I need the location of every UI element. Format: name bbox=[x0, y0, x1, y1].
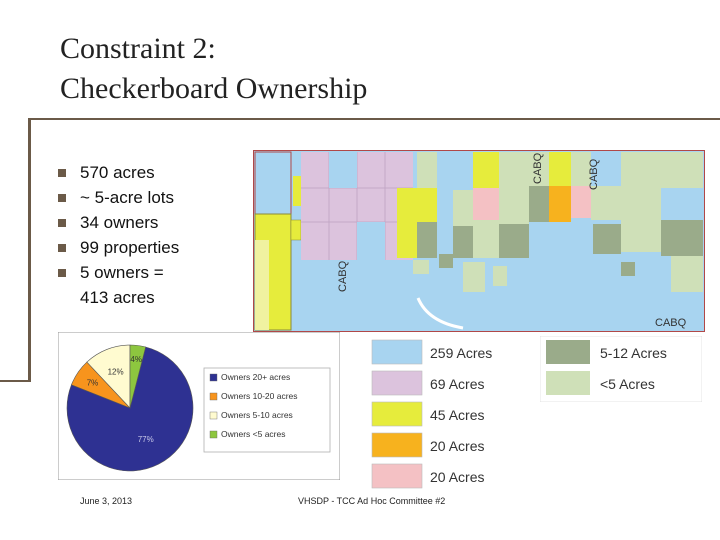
parcel bbox=[293, 176, 301, 206]
parcel bbox=[453, 190, 473, 226]
parcel bbox=[473, 188, 499, 220]
parcel bbox=[417, 188, 437, 222]
bullet-lots: ~ 5-acre lots bbox=[56, 185, 179, 210]
legend-label: 69 Acres bbox=[430, 376, 484, 392]
legend-swatch bbox=[371, 463, 423, 489]
pie-slice bbox=[129, 344, 147, 409]
bullet-acres: 570 acres bbox=[56, 160, 179, 185]
legend-swatch bbox=[371, 339, 423, 365]
parcel bbox=[397, 188, 417, 258]
pie-data-label: 77% bbox=[138, 435, 154, 444]
map-label-cabq: CABQ bbox=[337, 260, 349, 292]
pie-legend-items: Owners 20+ acres Owners 10-20 acres Owners… bbox=[209, 372, 298, 439]
pie-legend-label: Owners <5 acres bbox=[221, 429, 286, 439]
pie-slices bbox=[66, 344, 194, 472]
parcel bbox=[529, 152, 549, 186]
map-label-cabq: CABQ bbox=[588, 158, 600, 190]
acreage-legend: 259 Acres 69 Acres 45 Acres 20 Acres 20 Acre… bbox=[371, 339, 492, 489]
pie-legend-label: Owners 20+ acres bbox=[221, 372, 290, 382]
pie-legend-label: Owners 5-10 acres bbox=[221, 410, 293, 420]
pie-data-label: 7% bbox=[87, 379, 99, 388]
legend-label: 20 Acres bbox=[430, 438, 484, 454]
parcel bbox=[549, 152, 571, 186]
legend-swatch bbox=[546, 371, 590, 395]
legend-swatch bbox=[371, 401, 423, 427]
parcel bbox=[591, 186, 621, 220]
parcel bbox=[417, 222, 437, 258]
pie-legend-swatch bbox=[209, 411, 218, 420]
chart-legend bbox=[203, 367, 331, 453]
pie-legend-swatch bbox=[209, 373, 218, 382]
ownership-map: CABQ CABQ CABQ CABQ bbox=[253, 150, 705, 332]
footer-organization: VHSDP - TCC Ad Hoc Committee #2 bbox=[298, 496, 446, 506]
bullet-top-owners: 5 owners = 413 acres bbox=[56, 260, 179, 310]
parcel bbox=[463, 262, 485, 292]
parcel bbox=[329, 152, 357, 188]
side-divider bbox=[28, 118, 31, 382]
parcel bbox=[417, 162, 437, 188]
pie-labels: 77% 7% 12% 4% bbox=[87, 355, 154, 444]
parcel bbox=[621, 188, 661, 220]
pie-legend-label: Owners 10-20 acres bbox=[221, 391, 298, 401]
slide-subtitle: Checkerboard Ownership bbox=[60, 72, 368, 105]
map-label-cabq: CABQ bbox=[655, 317, 687, 329]
pie-data-label: 12% bbox=[108, 368, 124, 377]
parcel bbox=[621, 152, 703, 188]
road bbox=[416, 297, 464, 330]
slide-title: Constraint 2: bbox=[60, 32, 216, 65]
parcel bbox=[571, 152, 591, 186]
title-divider bbox=[30, 118, 720, 120]
bullet-list: 570 acres ~ 5-acre lots 34 owners 99 pro… bbox=[56, 160, 179, 310]
parcel bbox=[254, 151, 292, 215]
footer-date: June 3, 2013 bbox=[80, 496, 133, 506]
pie-slice bbox=[66, 346, 194, 472]
parcel bbox=[671, 256, 703, 292]
legend-label: 259 Acres bbox=[430, 345, 492, 361]
legend-swatch bbox=[371, 432, 423, 458]
pie-legend-swatch bbox=[209, 392, 218, 401]
parcel bbox=[473, 220, 499, 258]
parcel bbox=[417, 152, 437, 162]
legend-swatch bbox=[546, 340, 590, 364]
parcel bbox=[571, 186, 591, 218]
parcel bbox=[549, 186, 571, 222]
parcel bbox=[493, 266, 507, 286]
parcel bbox=[661, 220, 703, 256]
parcel bbox=[413, 260, 429, 274]
parcel bbox=[473, 152, 499, 188]
parcel bbox=[499, 224, 529, 258]
parcel bbox=[290, 219, 302, 241]
parcel bbox=[529, 186, 549, 222]
parcel bbox=[621, 220, 661, 252]
parcel bbox=[453, 226, 473, 258]
parcel-size-legend: 5-12 Acres <5 Acres bbox=[540, 336, 702, 402]
parcel bbox=[621, 262, 635, 276]
pie-data-label: 4% bbox=[130, 355, 142, 364]
legend-swatch bbox=[371, 370, 423, 396]
legend-label: <5 Acres bbox=[600, 376, 655, 392]
parcel bbox=[593, 224, 621, 254]
legend-label: 45 Acres bbox=[430, 407, 484, 423]
ownership-pie-chart: 77% 7% 12% 4% Owners 20+ acres Owners 10-20 … bbox=[58, 332, 340, 480]
bullet-properties: 99 properties bbox=[56, 235, 179, 260]
bullet-owners: 34 owners bbox=[56, 210, 179, 235]
parcel bbox=[255, 240, 269, 330]
legend-label: 5-12 Acres bbox=[600, 345, 667, 361]
side-divider-foot bbox=[0, 380, 31, 382]
parcel bbox=[439, 254, 453, 268]
map-label-cabq: CABQ bbox=[532, 152, 544, 184]
legend-label: 20 Acres bbox=[430, 469, 484, 485]
parcel bbox=[357, 222, 385, 260]
parcel bbox=[499, 152, 529, 224]
pie-legend-swatch bbox=[209, 430, 218, 439]
